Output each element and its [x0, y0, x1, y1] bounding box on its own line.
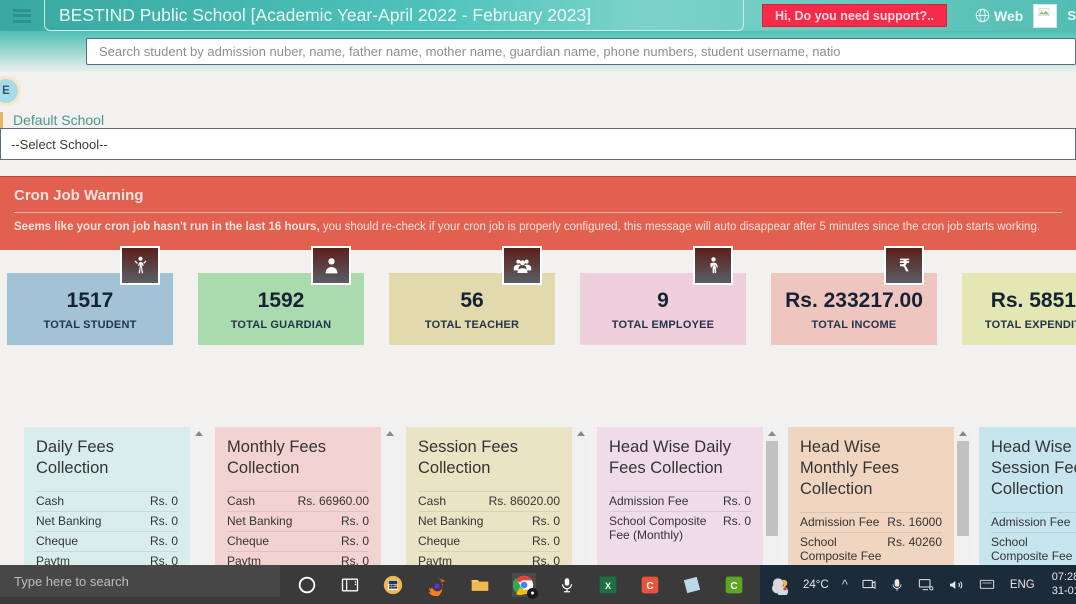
svg-text:X: X	[605, 580, 612, 590]
svg-text:C: C	[646, 580, 653, 591]
svg-text:C: C	[730, 580, 737, 591]
svg-text:₹: ₹	[899, 256, 910, 275]
